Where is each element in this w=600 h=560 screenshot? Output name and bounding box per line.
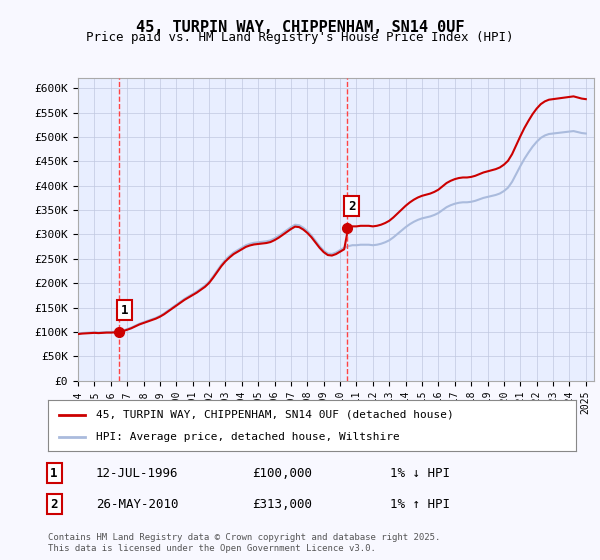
- Text: 2: 2: [348, 200, 355, 213]
- Text: HPI: Average price, detached house, Wiltshire: HPI: Average price, detached house, Wilt…: [95, 432, 399, 442]
- Text: 12-JUL-1996: 12-JUL-1996: [96, 466, 179, 480]
- Text: 1% ↑ HPI: 1% ↑ HPI: [390, 497, 450, 511]
- Text: 1: 1: [121, 304, 128, 316]
- Text: £313,000: £313,000: [252, 497, 312, 511]
- Text: 45, TURPIN WAY, CHIPPENHAM, SN14 0UF: 45, TURPIN WAY, CHIPPENHAM, SN14 0UF: [136, 20, 464, 35]
- Text: 26-MAY-2010: 26-MAY-2010: [96, 497, 179, 511]
- Text: 1% ↓ HPI: 1% ↓ HPI: [390, 466, 450, 480]
- Text: 2: 2: [50, 497, 58, 511]
- Text: Contains HM Land Registry data © Crown copyright and database right 2025.
This d: Contains HM Land Registry data © Crown c…: [48, 533, 440, 553]
- Text: Price paid vs. HM Land Registry's House Price Index (HPI): Price paid vs. HM Land Registry's House …: [86, 31, 514, 44]
- Text: £100,000: £100,000: [252, 466, 312, 480]
- Text: 45, TURPIN WAY, CHIPPENHAM, SN14 0UF (detached house): 45, TURPIN WAY, CHIPPENHAM, SN14 0UF (de…: [95, 409, 453, 419]
- Text: 1: 1: [50, 466, 58, 480]
